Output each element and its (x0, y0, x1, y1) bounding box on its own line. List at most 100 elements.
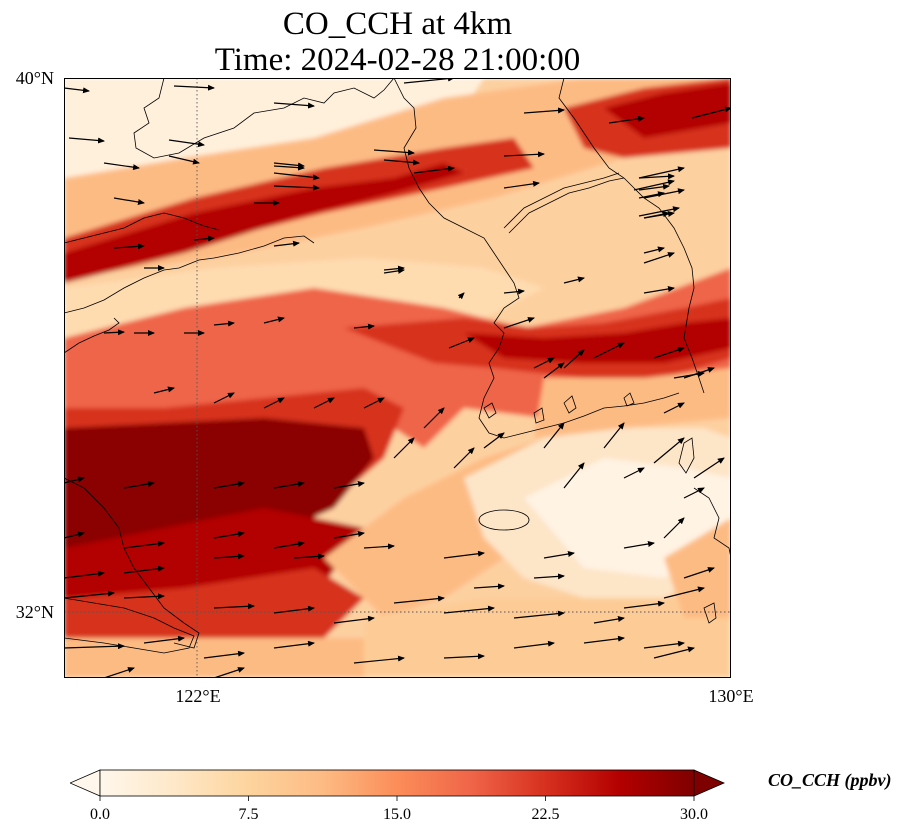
colorbar (70, 769, 725, 801)
coast-dmz-border (503, 172, 620, 229)
wind-arrow (443, 550, 485, 559)
wind-arrow (563, 462, 585, 489)
wind-arrow (313, 397, 335, 409)
wind-arrow (457, 292, 465, 300)
coast-korea-east (558, 78, 705, 394)
wind-arrow (273, 640, 315, 649)
wind-arrow (213, 553, 245, 560)
wind-arrow (638, 191, 665, 199)
wind-arrow (103, 162, 140, 171)
wind-arrow (113, 243, 145, 250)
jeju-island (478, 509, 530, 531)
colorbar-tick-3: 22.5 (531, 806, 560, 823)
wind-arrow (393, 437, 415, 459)
wind-arrow (448, 337, 475, 349)
wind-arrow (503, 317, 535, 329)
map-border (64, 78, 731, 678)
wind-arrow (123, 481, 155, 489)
wind-arrow (673, 371, 705, 379)
wind-arrow (503, 151, 545, 158)
coast-korea-west (393, 78, 680, 439)
wind-arrow (64, 531, 85, 539)
wind-arrow (643, 188, 685, 199)
map-plot-area (64, 78, 731, 678)
coast-bohai (64, 212, 220, 244)
wind-arrow (333, 481, 365, 489)
coast-jiangsu (64, 317, 120, 354)
wind-arrow (503, 288, 525, 295)
wind-arrow (213, 392, 235, 404)
wind-arrow (64, 87, 90, 94)
coast-dmz-border-2 (508, 177, 625, 234)
colorbar-tick-1: 7.5 (238, 806, 259, 823)
map-time-subtitle: Time: 2024-02-28 21:00:00 (214, 42, 581, 78)
wind-arrow (653, 347, 685, 359)
wind-arrow (543, 551, 575, 559)
wind-arrow (543, 362, 565, 379)
wind-arrow (443, 653, 485, 660)
wind-arrow (543, 422, 565, 449)
colorbar-label: CO_CCH (ppbv) (768, 770, 892, 790)
wind-arrow (691, 106, 731, 119)
coast-shandong (64, 235, 315, 314)
colorbar-tick-0: 0.0 (90, 806, 110, 823)
wind-arrow (353, 655, 405, 664)
wind-arrow (653, 437, 685, 464)
wind-arrow (583, 635, 625, 644)
lat-label-32n: 32°N (15, 602, 54, 622)
wind-arrow (638, 206, 680, 217)
wind-arrow (623, 467, 645, 479)
coast-japan-tsushima (678, 437, 695, 474)
wind-arrow (363, 397, 385, 409)
wind-arrow (353, 323, 375, 330)
wind-arrow (273, 481, 305, 489)
coast-small-islands (483, 392, 717, 624)
wind-arrow (663, 586, 705, 599)
wind-arrow (123, 593, 165, 600)
wind-arrow (638, 173, 675, 180)
wind-arrow (533, 357, 555, 369)
wind-vectors (64, 78, 731, 678)
wind-arrow (563, 349, 585, 369)
wind-arrow (64, 570, 105, 579)
wind-arrow (643, 640, 685, 649)
wind-arrow (168, 155, 200, 165)
wind-arrow (653, 646, 695, 659)
wind-arrow (623, 600, 665, 609)
wind-arrow (273, 172, 320, 181)
colorbar-ticks (99, 796, 695, 801)
coast-yangtze (64, 477, 200, 649)
wind-arrow (633, 179, 675, 191)
wind-arrow (68, 137, 105, 144)
colorbar-tick-4: 30.0 (680, 806, 708, 823)
wind-arrow (503, 180, 540, 189)
colorbar-tick-2: 15.0 (383, 806, 411, 823)
wind-arrow (608, 115, 645, 124)
wind-arrow (273, 184, 320, 191)
wind-arrow (443, 605, 495, 614)
wind-arrow (193, 235, 215, 242)
colorbar-extend-min (70, 769, 101, 797)
coast-liaodong (133, 78, 395, 159)
wind-arrow (693, 457, 725, 479)
wind-arrow (638, 166, 685, 179)
wind-arrow (373, 149, 415, 156)
wind-arrow (293, 553, 325, 560)
lat-label-40n: 40°N (15, 68, 54, 88)
wind-arrow (533, 573, 565, 580)
wind-arrow (603, 422, 625, 449)
wind-arrow (123, 540, 165, 549)
wind-arrow (103, 667, 135, 678)
wind-arrow (213, 481, 245, 489)
wind-arrow (513, 640, 555, 649)
wind-arrow (333, 615, 375, 624)
wind-arrow (213, 603, 255, 610)
wind-arrow (663, 402, 685, 414)
wind-arrow (643, 211, 675, 219)
colorbar-gradient (99, 769, 695, 797)
wind-arrow (333, 531, 365, 539)
concentration-map (64, 78, 731, 678)
wind-arrow (173, 84, 215, 91)
wind-arrow (273, 164, 305, 171)
wind-arrow (213, 320, 235, 327)
